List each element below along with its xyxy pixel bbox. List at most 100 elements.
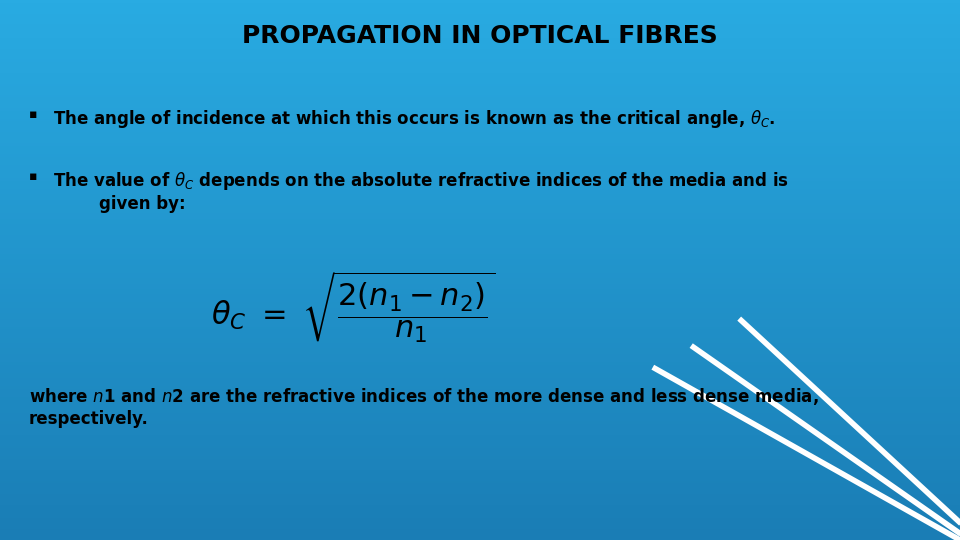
Bar [0,208,960,211]
Bar [0,486,960,489]
Bar [0,0,960,3]
Bar [0,219,960,221]
Bar [0,535,960,537]
Bar [0,27,960,30]
Bar [0,359,960,362]
Bar [0,505,960,508]
Bar [0,54,960,57]
Bar [0,146,960,148]
Bar [0,181,960,184]
Bar [0,464,960,467]
Bar [0,329,960,332]
Bar [0,340,960,343]
Bar [0,68,960,70]
Bar [0,405,960,408]
Bar [0,254,960,256]
Bar [0,529,960,532]
Bar [0,381,960,383]
Bar [0,394,960,397]
Bar [0,89,960,92]
Bar [0,410,960,413]
Bar [0,86,960,89]
Bar [0,335,960,338]
Bar [0,267,960,270]
Bar [0,30,960,32]
Bar [0,502,960,505]
Bar [0,275,960,278]
Bar [0,427,960,429]
Bar [0,189,960,192]
Bar [0,97,960,100]
Bar [0,386,960,389]
Bar [0,408,960,410]
Bar [0,273,960,275]
Bar [0,429,960,432]
Bar [0,138,960,140]
Bar [0,224,960,227]
Bar [0,186,960,189]
Bar [0,418,960,421]
Bar [0,256,960,259]
Bar [0,437,960,440]
Bar [0,178,960,181]
Bar [0,248,960,251]
Bar [0,151,960,154]
Bar [0,167,960,170]
Bar [0,65,960,68]
Bar [0,184,960,186]
Bar [0,119,960,122]
Bar [0,351,960,354]
Bar [0,302,960,305]
Bar [0,243,960,246]
Bar [0,478,960,481]
Bar [0,513,960,516]
Bar [0,103,960,105]
Bar [0,132,960,135]
Bar [0,84,960,86]
Bar [0,100,960,103]
Bar [0,308,960,310]
Bar [0,40,960,43]
Bar [0,211,960,213]
Bar [0,367,960,370]
Bar [0,516,960,518]
Bar [0,73,960,76]
Bar [0,262,960,265]
Bar [0,240,960,243]
Bar [0,472,960,475]
Bar [0,170,960,173]
Bar [0,176,960,178]
Bar [0,11,960,14]
Bar [0,216,960,219]
Bar [0,113,960,116]
Bar [0,459,960,462]
Bar [0,416,960,418]
Bar [0,343,960,346]
Bar [0,92,960,94]
Bar [0,116,960,119]
Bar [0,454,960,456]
Bar [0,259,960,262]
Bar [0,81,960,84]
Bar [0,383,960,386]
Text: ▪: ▪ [29,170,37,183]
Bar [0,348,960,351]
Bar [0,205,960,208]
Bar [0,127,960,130]
Bar [0,327,960,329]
Bar [0,3,960,5]
Bar [0,497,960,500]
Bar [0,59,960,62]
Bar [0,14,960,16]
Bar [0,313,960,316]
Bar [0,475,960,478]
Bar [0,281,960,284]
Bar [0,135,960,138]
Bar [0,70,960,73]
Bar [0,440,960,443]
Bar [0,489,960,491]
Bar [0,481,960,483]
Bar [0,78,960,81]
Bar [0,324,960,327]
Bar [0,470,960,472]
